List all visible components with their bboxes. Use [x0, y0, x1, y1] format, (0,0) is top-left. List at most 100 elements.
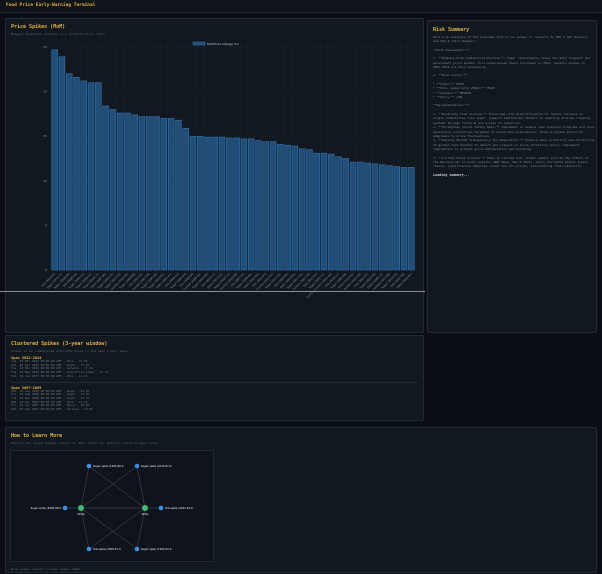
- app-header: Food Price Early-Warning Terminal: [0, 0, 602, 13]
- bar[interactable]: [131, 114, 138, 271]
- bar[interactable]: [306, 149, 313, 271]
- bar[interactable]: [116, 112, 124, 271]
- bar[interactable]: [262, 141, 269, 271]
- risk-paragraph: **Risk Assessment:**: [433, 47, 470, 52]
- bar[interactable]: [328, 153, 335, 271]
- node-label: SDG1: [141, 512, 149, 516]
- sdg-node[interactable]: [78, 505, 84, 511]
- cluster-span-heading: Span 2007-2009: [11, 385, 42, 390]
- learn-more-panel: How to Learn More Explore how recent eve…: [5, 427, 597, 573]
- bar[interactable]: [204, 136, 211, 271]
- risk-paragraph: 1. **Highest-Risk Commodities/Periods:**…: [433, 56, 592, 70]
- risk-summary-panel: Risk Summary Here's an analysis of the p…: [427, 20, 597, 333]
- bar[interactable]: [80, 80, 87, 271]
- bar[interactable]: [138, 116, 146, 271]
- risk-paragraph: **Recommendations:**: [433, 103, 470, 108]
- bar[interactable]: [218, 136, 226, 271]
- bar[interactable]: [240, 138, 248, 271]
- bar[interactable]: [175, 119, 182, 271]
- risk-paragraph: 4. **Current Event Context:** Data is li…: [433, 155, 591, 169]
- cluster-item: Tue, 01 Mar 2022 00:00:00 GMT - Cereals …: [11, 366, 93, 371]
- graph-legend: Blue nodes: events | Green nodes: SDGs: [11, 567, 80, 571]
- graph-edge: [88, 507, 146, 550]
- bar[interactable]: [248, 138, 255, 271]
- event-node[interactable]: [134, 546, 140, 552]
- bar[interactable]: [58, 56, 66, 271]
- event-node[interactable]: [158, 505, 164, 511]
- bar[interactable]: [124, 112, 131, 271]
- bar[interactable]: [320, 152, 328, 271]
- bar[interactable]: [313, 152, 320, 271]
- node-label: Sugar spike (1993-03-0: [141, 547, 172, 551]
- node-label: Sugar spike (2010-01-0: [141, 464, 172, 468]
- bar[interactable]: [342, 158, 350, 271]
- y-tick-label: 25: [43, 45, 47, 49]
- bar[interactable]: [95, 82, 102, 271]
- panel-subtitle: Explore how recent events connect to SDG…: [11, 441, 160, 445]
- bar[interactable]: [51, 49, 58, 271]
- bar[interactable]: [189, 135, 197, 271]
- bar[interactable]: [160, 118, 168, 271]
- bar[interactable]: [357, 161, 364, 271]
- y-tick-label: 15: [43, 134, 47, 138]
- bar[interactable]: [379, 164, 386, 271]
- bar[interactable]: [371, 163, 379, 271]
- risk-paragraph: 1. **Diversify Food Sources:** Encourage…: [433, 111, 594, 152]
- bar[interactable]: [146, 116, 153, 271]
- event-node[interactable]: [86, 546, 92, 552]
- y-tick-label: 5: [45, 223, 47, 227]
- y-tick-label: 20: [43, 90, 47, 94]
- cluster-span-heading: Span 2022-2024: [11, 356, 42, 360]
- bar[interactable]: [284, 144, 291, 271]
- cluster-item: Fri, 01 Jun 2007 00:00:00 GMT - Dairy - …: [11, 403, 90, 408]
- cluster-item: Sat, 01 Aug 2009 00:00:00 GMT - Sugar - …: [11, 388, 90, 393]
- bar[interactable]: [167, 118, 175, 271]
- sdg-network-graph[interactable]: Sugar spike (1995-06-0 Sugar spike (2010-…: [6, 428, 226, 574]
- node-label: Sugar spike (2009-08-0: [31, 506, 62, 510]
- bar[interactable]: [255, 140, 262, 271]
- bar[interactable]: [102, 105, 109, 271]
- bar[interactable]: [408, 167, 415, 271]
- bar[interactable]: [197, 135, 204, 271]
- graph-edge: [80, 465, 90, 509]
- bar[interactable]: [393, 166, 400, 271]
- cluster-item: Sat, 01 Apr 2023 00:00:00 GMT - Sugar - …: [11, 362, 90, 367]
- event-node[interactable]: [62, 505, 68, 511]
- panel-subtitle: Groups of ≥2 commodities with ≥10% moves…: [11, 349, 129, 353]
- node-label: Sugar spike (1995-06-0: [93, 464, 124, 468]
- bar[interactable]: [226, 137, 233, 271]
- bar[interactable]: [335, 156, 342, 271]
- bar[interactable]: [349, 161, 357, 271]
- bar[interactable]: [109, 109, 117, 271]
- bar[interactable]: [269, 141, 277, 271]
- cluster-item: Tue, 01 Mar 2022 00:00:00 GMT - Food Pri…: [11, 370, 109, 375]
- bar[interactable]: [400, 167, 408, 271]
- graph-edge: [80, 507, 138, 550]
- event-node[interactable]: [86, 463, 92, 469]
- node-label: SDG2: [77, 512, 85, 516]
- bar[interactable]: [87, 82, 95, 271]
- event-node[interactable]: [134, 463, 140, 469]
- graph-edge: [80, 507, 90, 550]
- graph-edge: [136, 507, 146, 550]
- bar[interactable]: [386, 165, 393, 271]
- bar[interactable]: [364, 162, 371, 271]
- bar[interactable]: [298, 148, 306, 271]
- panel-title: How to Learn More: [11, 433, 63, 439]
- app-title: Food Price Early-Warning Terminal: [6, 3, 96, 8]
- bar[interactable]: [73, 77, 80, 271]
- node-label: Oils spike (2008-07-0: [93, 547, 121, 551]
- risk-paragraph: * **Sugar:** HIGH * **Oils (especially 2…: [433, 81, 495, 100]
- bar[interactable]: [291, 145, 299, 271]
- bar[interactable]: [211, 136, 218, 271]
- sdg-node[interactable]: [142, 505, 148, 511]
- bar[interactable]: [153, 116, 160, 271]
- graph-edge: [80, 465, 138, 509]
- risk-paragraph: 2. **Risk Levels:**: [433, 73, 468, 78]
- bar[interactable]: [66, 73, 73, 271]
- bar[interactable]: [277, 143, 284, 271]
- bar[interactable]: [182, 127, 189, 271]
- bar[interactable]: [233, 137, 240, 271]
- panel-title: Price Spikes (MoM): [11, 24, 66, 30]
